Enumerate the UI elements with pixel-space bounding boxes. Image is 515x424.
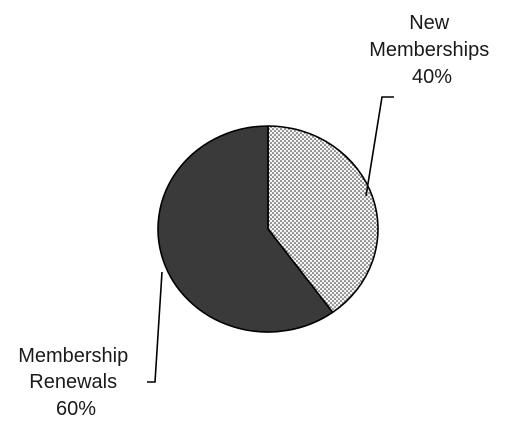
slice-value-label-new-memberships: 40%: [412, 66, 452, 88]
leader-line-membership-renewals: [147, 271, 163, 383]
slice-label-new-memberships: New Memberships 40%: [369, 12, 495, 88]
pie-slices: [157, 125, 379, 333]
pie-slice-membership-renewals: [157, 125, 334, 333]
slice-label-membership-renewals-line2: Renewals: [29, 371, 117, 393]
pie-slice-new-memberships: [267, 125, 379, 314]
slice-value-label-membership-renewals: 60%: [56, 398, 96, 420]
slice-label-new-memberships-line1: New: [409, 12, 450, 34]
slice-label-membership-renewals-line1: Membership: [18, 345, 128, 367]
slice-label-new-memberships-line2: Memberships: [369, 39, 489, 61]
leader-line-new-memberships: [365, 96, 394, 197]
slice-label-membership-renewals: Membership Renewals 60%: [18, 345, 134, 420]
